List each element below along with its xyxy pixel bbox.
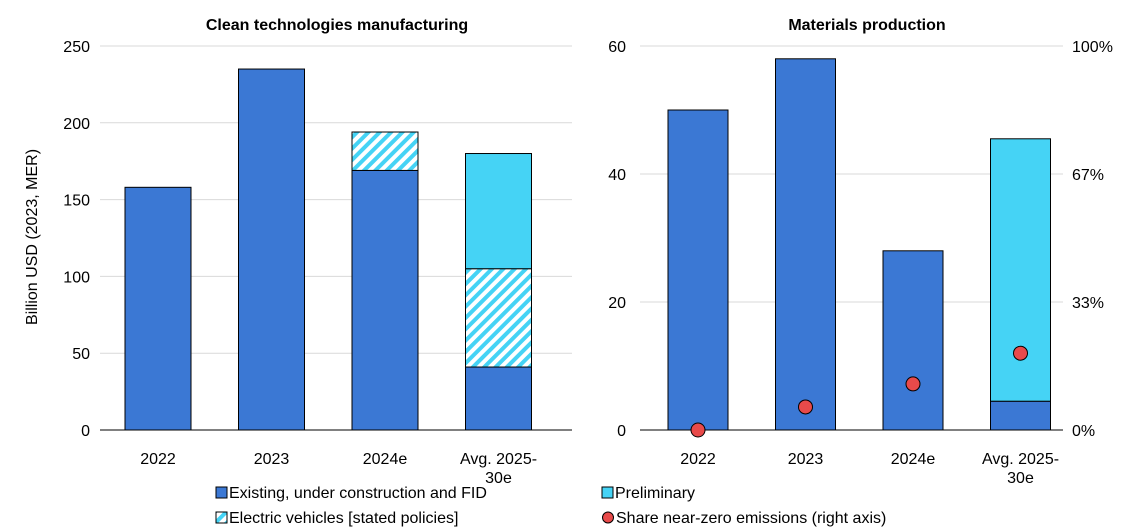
legend-swatch-preliminary — [601, 486, 614, 499]
bar-segment — [667, 109, 729, 431]
right-y2-ticks: 0% 33% 67% 100% — [1072, 39, 1113, 440]
left-y-ticks: 0 50 100 150 200 250 — [63, 39, 90, 440]
y2-tick-label: 67% — [1072, 167, 1104, 184]
chart-left: Clean technologies manufacturing Billion… — [24, 17, 572, 487]
x-tick-label: 2024e — [891, 451, 936, 468]
right-y-ticks: 0 20 40 60 — [608, 39, 626, 440]
x-tick-label: 2022 — [140, 451, 176, 468]
legend-label-existing: Existing, under construction and FID — [229, 485, 487, 502]
legend-item-ev: Electric vehicles [stated policies] — [215, 510, 458, 527]
y-tick-label: 150 — [63, 193, 90, 210]
y-axis-label-left: Billion USD (2023, MER) — [24, 149, 41, 325]
right-x-labels: 2022 2023 2024e Avg. 2025- 30e — [680, 451, 1059, 487]
bar-segment — [238, 68, 305, 431]
x-tick-label: Avg. 2025- — [982, 451, 1059, 468]
x-tick-label: 30e — [1007, 470, 1034, 487]
y-tick-label: 0 — [617, 423, 626, 440]
y-tick-label: 50 — [72, 346, 90, 363]
y-tick-label: 100 — [63, 269, 90, 286]
y-tick-label: 20 — [608, 295, 626, 312]
legend-label-ev: Electric vehicles [stated policies] — [229, 510, 458, 527]
left-bars — [124, 68, 532, 431]
left-x-labels: 2022 2023 2024e Avg. 2025- 30e — [140, 451, 537, 487]
chart-left-title: Clean technologies manufacturing — [206, 17, 468, 34]
legend-swatch-share — [602, 511, 614, 524]
y-tick-label: 40 — [608, 167, 626, 184]
bar-segment — [990, 138, 1051, 402]
bar-segment — [775, 58, 836, 431]
legend-label-preliminary: Preliminary — [615, 485, 695, 502]
bar-segment — [465, 366, 532, 431]
x-tick-label: 2023 — [788, 451, 824, 468]
bar-segment — [465, 153, 532, 270]
legend-swatch-ev — [215, 511, 228, 524]
legend-item-existing: Existing, under construction and FID — [215, 485, 487, 502]
legend: Existing, under construction and FID Pre… — [215, 485, 886, 527]
legend-item-share: Share near-zero emissions (right axis) — [602, 510, 886, 527]
share-dot — [1013, 345, 1028, 361]
y-tick-label: 200 — [63, 116, 90, 133]
x-tick-label: 2024e — [363, 451, 408, 468]
x-tick-label: 30e — [485, 470, 512, 487]
y2-tick-label: 100% — [1072, 39, 1113, 56]
share-dot — [690, 422, 706, 438]
x-tick-label: 2023 — [254, 451, 290, 468]
y-tick-label: 250 — [63, 39, 90, 56]
share-dot — [798, 399, 813, 415]
x-tick-label: Avg. 2025- — [460, 451, 537, 468]
legend-swatch-existing — [215, 486, 228, 499]
bar-segment — [351, 131, 419, 171]
right-bars — [667, 58, 1051, 431]
share-dot — [905, 376, 921, 392]
legend-label-share: Share near-zero emissions (right axis) — [616, 510, 886, 527]
y-tick-label: 60 — [608, 39, 626, 56]
y2-tick-label: 33% — [1072, 295, 1104, 312]
y2-tick-label: 0% — [1072, 423, 1095, 440]
chart-right: Materials production 0 20 40 60 0% 33% 67% 100… — [608, 17, 1113, 487]
chart-right-title: Materials production — [788, 17, 945, 34]
legend-item-preliminary: Preliminary — [601, 485, 695, 502]
bar-segment — [465, 268, 532, 368]
y-tick-label: 0 — [81, 423, 90, 440]
right-share-dots — [690, 345, 1028, 438]
bar-segment — [124, 186, 192, 431]
bar-segment — [990, 400, 1051, 431]
bar-segment — [882, 250, 944, 431]
bar-segment — [351, 169, 419, 431]
x-tick-label: 2022 — [680, 451, 716, 468]
